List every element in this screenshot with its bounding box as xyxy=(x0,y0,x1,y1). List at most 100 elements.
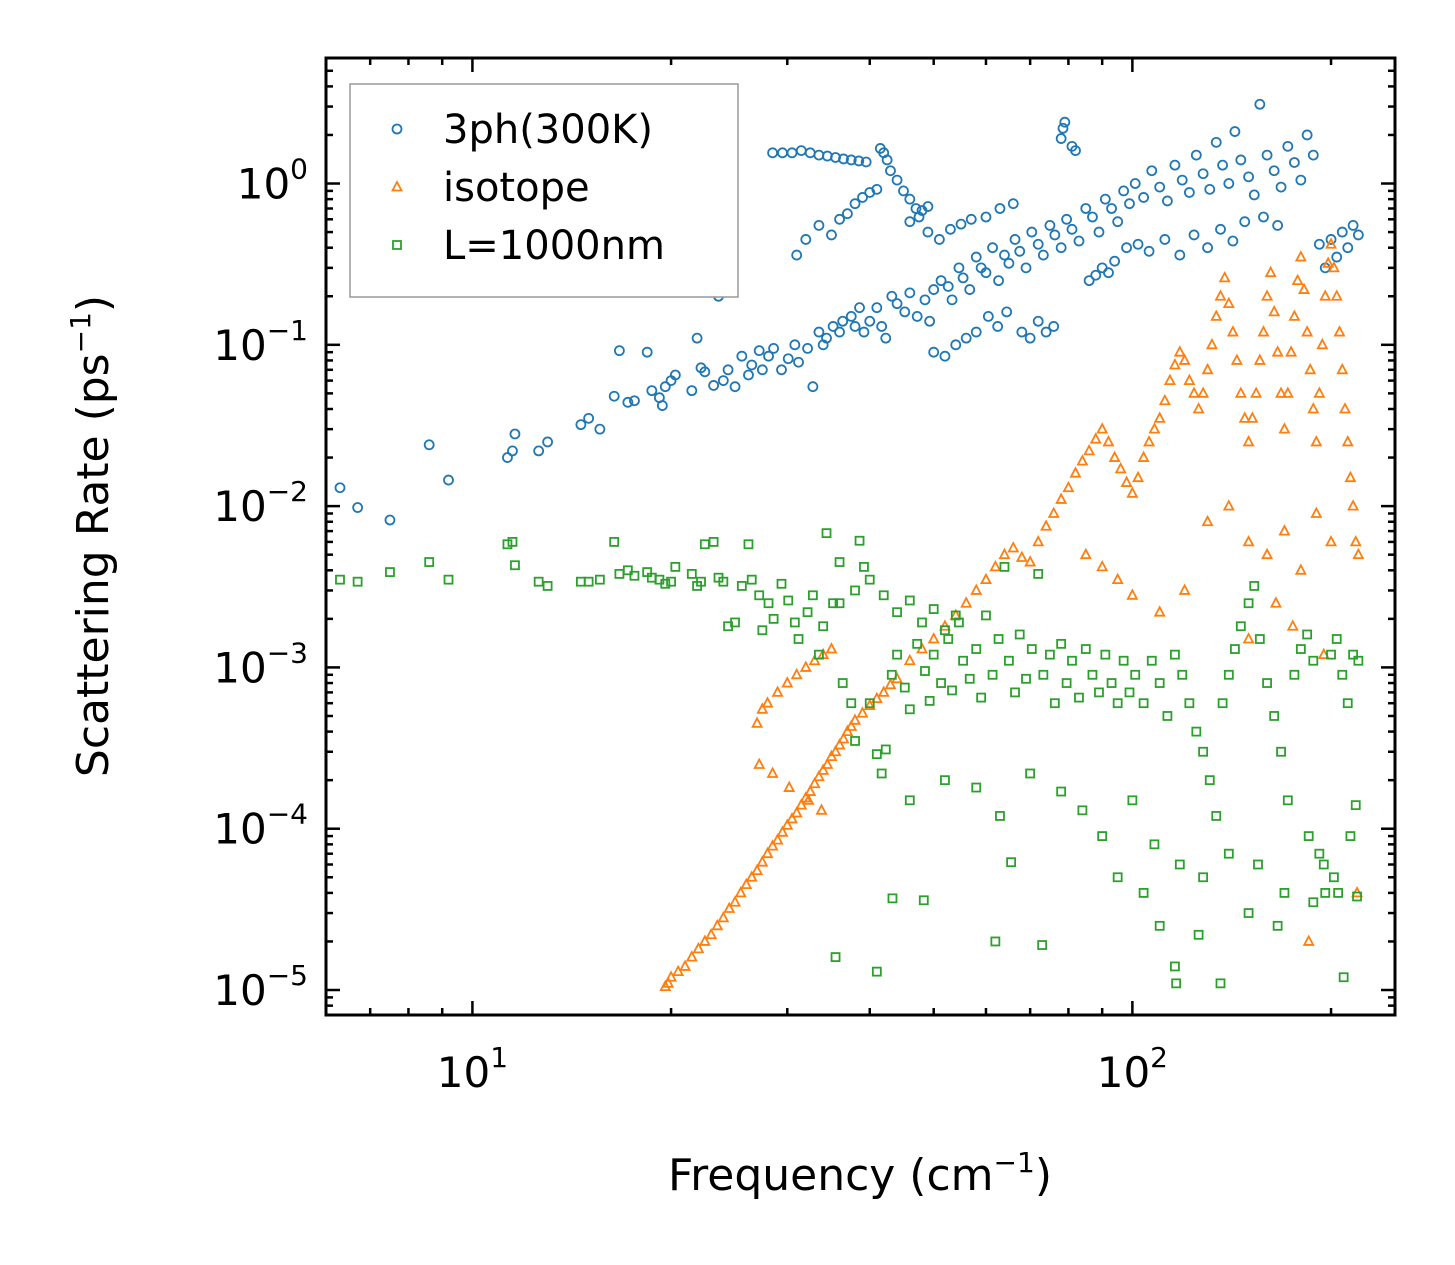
data-point xyxy=(1310,506,1323,518)
legend-marker xyxy=(391,123,403,135)
data-point xyxy=(533,576,544,587)
data-point xyxy=(1316,337,1329,350)
data-point xyxy=(782,353,794,365)
data-point xyxy=(790,667,803,680)
data-point xyxy=(1126,486,1139,498)
data-point xyxy=(837,732,850,744)
data-point xyxy=(993,275,1004,287)
data-point xyxy=(708,380,720,391)
data-point xyxy=(1049,229,1061,241)
data-point xyxy=(1235,621,1246,632)
data-point xyxy=(608,390,620,402)
data-point xyxy=(542,436,554,448)
data-point xyxy=(1093,226,1105,238)
data-point xyxy=(705,927,718,940)
data-point xyxy=(980,267,992,279)
data-point xyxy=(776,364,787,376)
data-point xyxy=(1100,649,1111,660)
data-point xyxy=(1153,411,1166,423)
data-point xyxy=(743,369,754,381)
data-point xyxy=(776,825,789,837)
data-point xyxy=(886,290,898,302)
data-point xyxy=(812,769,825,782)
data-point xyxy=(717,910,730,923)
data-point xyxy=(989,559,1002,572)
data-point xyxy=(1304,362,1317,375)
data-point xyxy=(887,893,898,904)
data-point xyxy=(1038,669,1049,680)
data-point xyxy=(1344,470,1357,483)
data-point xyxy=(665,970,678,982)
data-point xyxy=(753,757,766,769)
data-point xyxy=(846,698,857,709)
data-point xyxy=(982,311,994,322)
data-point xyxy=(1049,698,1060,709)
data-point xyxy=(1129,178,1141,189)
data-point xyxy=(771,685,784,697)
data-point xyxy=(994,203,1006,214)
data-point xyxy=(1190,149,1202,161)
data-point xyxy=(891,174,903,186)
data-point xyxy=(1176,174,1188,186)
y-axis-label: Scattering Rate (ps−1) xyxy=(64,295,119,777)
data-point xyxy=(965,213,977,225)
data-point xyxy=(1314,848,1325,859)
data-point xyxy=(1143,435,1156,447)
data-point xyxy=(791,249,803,261)
data-point xyxy=(723,901,736,913)
data-point xyxy=(1162,711,1173,721)
data-point xyxy=(734,885,747,898)
data-point xyxy=(1149,839,1160,850)
data-point xyxy=(1336,226,1348,238)
data-point xyxy=(881,154,893,166)
data-point xyxy=(1087,669,1098,680)
data-point xyxy=(646,385,658,397)
data-point xyxy=(1014,629,1025,640)
data-point xyxy=(1127,795,1138,806)
data-point xyxy=(970,583,983,595)
data-point xyxy=(821,332,832,344)
data-point xyxy=(1250,386,1263,398)
data-point xyxy=(849,713,862,725)
data-point xyxy=(859,561,869,572)
data-point xyxy=(1061,213,1073,225)
y-tick-label: 10−4 xyxy=(213,798,308,854)
data-point xyxy=(904,193,916,205)
data-point xyxy=(766,766,779,778)
data-point xyxy=(904,287,916,299)
data-point xyxy=(1235,154,1247,166)
data-point xyxy=(864,698,875,709)
data-point xyxy=(763,598,774,609)
data-point xyxy=(622,396,634,408)
data-point xyxy=(1202,242,1213,254)
data-point xyxy=(1295,644,1306,654)
data-point xyxy=(804,784,817,796)
data-point xyxy=(1007,541,1020,553)
data-point xyxy=(1061,678,1072,688)
data-point xyxy=(1062,480,1075,493)
data-point xyxy=(1153,605,1166,617)
data-point xyxy=(1087,211,1098,223)
data-point xyxy=(1226,325,1239,337)
data-point xyxy=(904,595,915,606)
data-point xyxy=(1026,644,1037,654)
data-point xyxy=(659,381,671,393)
data-point xyxy=(1325,534,1338,547)
data-point xyxy=(1281,386,1294,398)
data-point xyxy=(1318,859,1329,870)
data-point xyxy=(1056,786,1067,797)
data-point xyxy=(754,590,765,601)
data-point xyxy=(940,775,950,786)
data-point xyxy=(1215,978,1226,989)
data-point xyxy=(1077,805,1088,816)
data-point xyxy=(826,229,837,241)
data-point xyxy=(1016,326,1028,338)
data-point xyxy=(1301,325,1314,337)
data-point xyxy=(768,613,779,624)
data-point xyxy=(1279,888,1290,898)
data-point xyxy=(1197,168,1209,180)
data-point xyxy=(1276,746,1286,757)
data-point xyxy=(1345,831,1356,841)
data-point xyxy=(1067,655,1077,666)
data-point xyxy=(950,339,962,351)
